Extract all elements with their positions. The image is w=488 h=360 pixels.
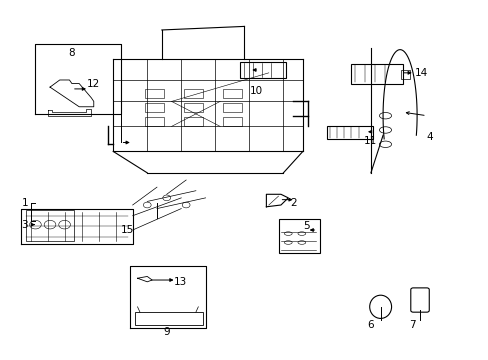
Text: 7: 7: [408, 320, 415, 330]
Text: 4: 4: [426, 132, 432, 142]
Bar: [144, 103, 164, 112]
Bar: [183, 117, 203, 126]
Bar: [135, 312, 203, 325]
Text: 8: 8: [68, 48, 75, 58]
Bar: [144, 117, 164, 126]
Bar: [222, 89, 242, 98]
Bar: [239, 62, 285, 78]
Bar: [326, 126, 372, 139]
Text: 12: 12: [86, 78, 100, 89]
Text: 5: 5: [302, 221, 309, 231]
Text: 14: 14: [414, 68, 427, 78]
Text: 11: 11: [363, 136, 376, 146]
Text: 3: 3: [21, 220, 28, 230]
Bar: [183, 89, 203, 98]
Bar: [278, 219, 319, 253]
Bar: [144, 89, 164, 98]
Bar: [400, 70, 409, 79]
Bar: [222, 103, 242, 112]
Bar: [222, 117, 242, 126]
Text: 2: 2: [290, 198, 297, 208]
Text: 10: 10: [249, 86, 262, 96]
Text: 1: 1: [21, 198, 28, 208]
Text: 13: 13: [174, 277, 187, 287]
Text: 9: 9: [163, 327, 170, 337]
Text: 15: 15: [121, 225, 134, 235]
Bar: [351, 64, 402, 84]
Bar: [183, 103, 203, 112]
Bar: [26, 210, 74, 241]
Text: 6: 6: [367, 320, 373, 330]
